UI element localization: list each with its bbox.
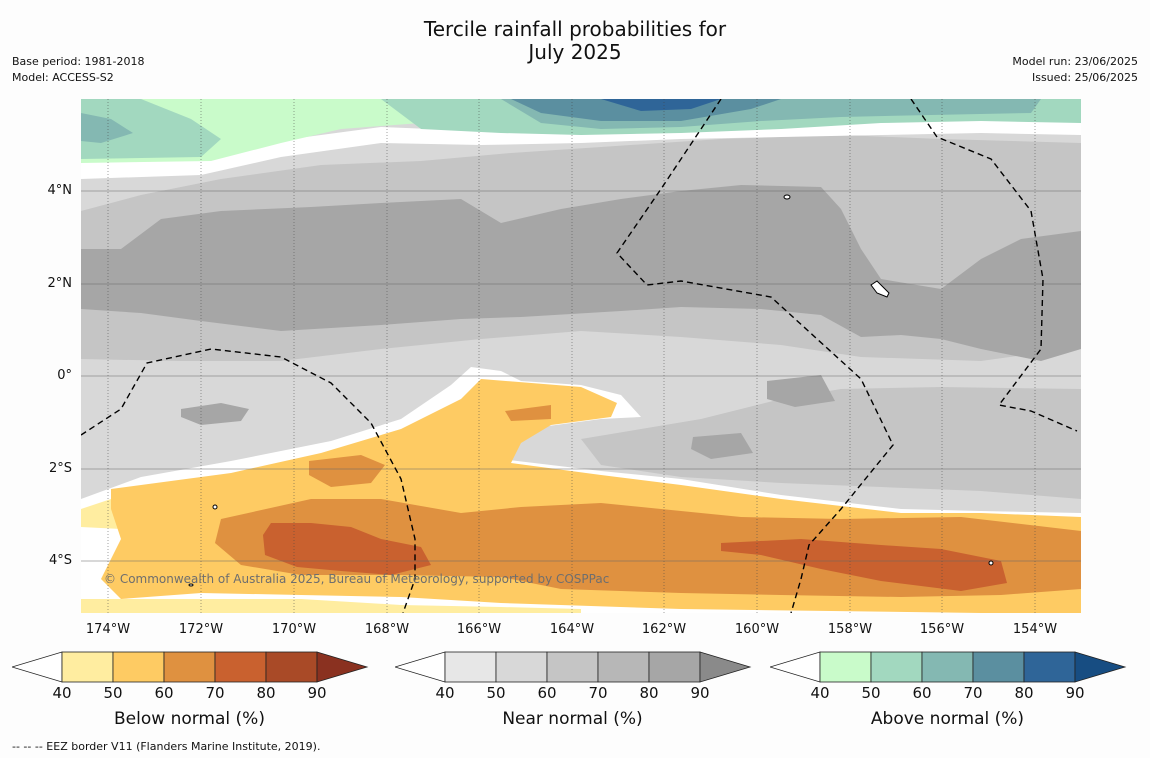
meta-left: Base period: 1981-2018 Model: ACCESS-S2 (12, 54, 144, 86)
base-period: Base period: 1981-2018 (12, 55, 145, 68)
meta-right: Model run: 23/06/2025 Issued: 25/06/2025 (1012, 54, 1138, 86)
near-normal-70-80 (81, 185, 1081, 361)
colorbar-segment (214, 651, 267, 683)
colorbar-tick: 90 (307, 684, 327, 702)
colorbar-tick: 40 (52, 684, 72, 702)
colorbar-segment (61, 651, 114, 683)
colorbar-tick: 80 (639, 684, 659, 702)
longitude-tick: 172°W (178, 622, 224, 637)
near-normal-70-80-blob-2 (767, 375, 835, 407)
colorbar-under-triangle (12, 651, 63, 683)
colorbar-tick: 70 (205, 684, 225, 702)
latitude-tick: 4°S (48, 553, 72, 568)
near-normal-60-70-south (581, 387, 1081, 499)
colorbar-under-triangle (770, 651, 821, 683)
colorbar-2 (395, 651, 752, 683)
model-name: Model: ACCESS-S2 (12, 71, 114, 84)
map-title: Tercile rainfall probabilities for July … (0, 18, 1150, 64)
latitude-tick: 2°N (47, 276, 73, 291)
colorbar-segment (597, 651, 650, 683)
colorbar-tick: 80 (256, 684, 276, 702)
eez-borders (81, 99, 1078, 613)
colorbar-tick: 40 (435, 684, 455, 702)
colorbar-tick: 50 (103, 684, 123, 702)
title-line-1: Tercile rainfall probabilities for (423, 17, 727, 41)
colorbar-segment (265, 651, 318, 683)
title-line-2: July 2025 (528, 40, 622, 64)
below-normal-60-70-patch (505, 405, 551, 421)
copyright-notice: © Commonwealth of Australia 2025, Bureau… (104, 572, 610, 586)
colorbar-tick: 70 (588, 684, 608, 702)
colorbar-segment (972, 651, 1025, 683)
colorbar-segment (163, 651, 216, 683)
colorbar-segment (112, 651, 165, 683)
issued-date: Issued: 25/06/2025 (1031, 71, 1138, 84)
colorbar-segment (870, 651, 923, 683)
below-normal-70-80-east (721, 539, 1007, 591)
colorbar-segment (444, 651, 497, 683)
latitude-tick: 0° (57, 368, 72, 383)
colorbar-over-triangle (316, 651, 369, 683)
map-canvas (81, 99, 1081, 613)
longitude-tick: 160°W (734, 622, 780, 637)
near-normal-70-80-blob-1 (181, 403, 249, 425)
longitude-tick: 174°W (85, 622, 131, 637)
latitude-lines (81, 190, 1081, 562)
colorbar-label: Above normal (%) (870, 709, 1025, 729)
colorbar-segment (495, 651, 548, 683)
near-normal-70-80-blob-3 (691, 433, 753, 459)
above-normal-60-70 (81, 99, 1041, 143)
colorbar-over-triangle (1074, 651, 1127, 683)
colorbar-label: Below normal (%) (114, 709, 265, 729)
longitude-tick: 164°W (549, 622, 595, 637)
colorbar-tick: 80 (1014, 684, 1034, 702)
colorbar-under-triangle (395, 651, 446, 683)
longitude-tick: 170°W (271, 622, 317, 637)
colorbar-tick: 70 (963, 684, 983, 702)
longitude-tick: 162°W (641, 622, 687, 637)
colorbar-over-triangle (699, 651, 752, 683)
colorbar-1 (12, 651, 369, 683)
colorbar-tick: 50 (861, 684, 881, 702)
colorbar-tick: 40 (810, 684, 830, 702)
longitude-tick: 168°W (364, 622, 410, 637)
above-boundary-white (81, 119, 1081, 179)
map-panel (81, 99, 1081, 613)
above-normal-80-90 (601, 99, 721, 111)
colorbar-segment (819, 651, 872, 683)
colorbar-tick: 90 (690, 684, 710, 702)
colorbar-tick: 60 (912, 684, 932, 702)
longitude-tick: 156°W (919, 622, 965, 637)
colorbar-tick: 60 (154, 684, 174, 702)
islands (188, 194, 994, 587)
latitude-tick: 2°S (48, 461, 72, 476)
colorbar-label: Near normal (%) (502, 709, 643, 729)
model-run: Model run: 23/06/2025 (1012, 55, 1138, 68)
colorbar-segment (648, 651, 701, 683)
latitude-tick: 4°N (47, 183, 73, 198)
colorbar-segment (1023, 651, 1076, 683)
longitude-tick: 154°W (1012, 622, 1058, 637)
longitude-tick: 158°W (827, 622, 873, 637)
eez-footnote: -- -- -- EEZ border V11 (Flanders Marine… (12, 740, 321, 753)
colorbar-segment (921, 651, 974, 683)
colorbar-segment (546, 651, 599, 683)
below-normal-60-70-north (309, 455, 385, 487)
colorbar-tick: 50 (486, 684, 506, 702)
longitude-tick: 166°W (456, 622, 502, 637)
below-normal-70-80-west (263, 523, 431, 575)
colorbar-tick: 60 (537, 684, 557, 702)
colorbar-3 (770, 651, 1127, 683)
colorbar-tick: 90 (1065, 684, 1085, 702)
